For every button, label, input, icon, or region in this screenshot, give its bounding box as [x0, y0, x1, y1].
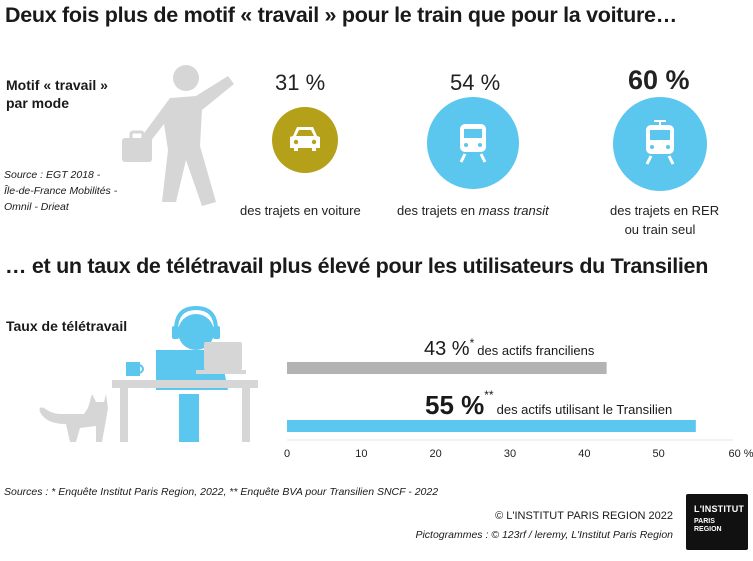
- logo-line3: REGION: [694, 526, 722, 533]
- walking-commuter-icon: [122, 65, 234, 206]
- mode-mass-transit-percent: 54 %: [450, 70, 501, 95]
- motif-label-line2: par mode: [6, 95, 70, 111]
- train-icon: [459, 124, 487, 163]
- mode-mass-transit-desc-em: mass transit: [478, 203, 549, 218]
- x-tick-label: 10: [355, 448, 368, 460]
- remote-worker-icon: [39, 305, 258, 442]
- motif-label: Motif « travail » par mode: [6, 76, 136, 112]
- bar-label-transilien: 55 %**des actifs utilisant le Transilien: [425, 388, 673, 421]
- mode-voiture-percent: 31 %: [275, 70, 326, 95]
- chart-sources: Sources : * Enquête Institut Paris Regio…: [4, 486, 439, 498]
- motif-source-line2: Île-de-France Mobilités -: [4, 185, 118, 197]
- x-tick-label: 60 %: [728, 448, 753, 460]
- mode-mass-transit-desc: des trajets en mass transit: [397, 201, 549, 220]
- mode-voiture-desc: des trajets en voiture: [240, 203, 361, 218]
- teletravail-label: Taux de télétravail: [6, 318, 128, 334]
- bar-category-franciliens: des actifs franciliens: [477, 343, 595, 358]
- bar-label-franciliens: 43 %* des actifs franciliens: [424, 336, 595, 361]
- x-tick-label: 30: [503, 448, 517, 460]
- x-tick-label: 20: [429, 448, 442, 460]
- x-tick-label: 50: [652, 448, 665, 460]
- car-icon: [290, 127, 320, 151]
- bar-transilien: [287, 420, 696, 432]
- bar-category-transilien: des actifs utilisant le Transilien: [496, 402, 673, 417]
- x-tick-label: 0: [283, 448, 291, 460]
- logo-line2: PARIS: [694, 518, 715, 525]
- bar-marker-franciliens: *: [469, 336, 475, 350]
- mode-rer-desc-line1: des trajets en RER: [610, 203, 720, 218]
- motif-source: Source : EGT 2018 - Île-de-France Mobili…: [4, 167, 154, 215]
- bar-value-franciliens: 43 %: [424, 338, 470, 360]
- motif-source-line1: Source : EGT 2018 -: [4, 169, 101, 181]
- train-icon: [645, 120, 675, 165]
- mode-mass-transit-desc-prefix: des trajets en: [397, 203, 479, 218]
- main-title: Deux fois plus de motif « travail » pour…: [5, 3, 677, 27]
- copyright-text: © L'INSTITUT PARIS REGION 2022: [495, 510, 673, 522]
- bar-franciliens: [287, 362, 607, 374]
- x-tick-label: 40: [578, 448, 591, 460]
- institut-logo: L'INSTITUT PARIS REGION: [686, 494, 748, 550]
- second-title: … et un taux de télétravail plus élevé p…: [5, 254, 709, 278]
- motif-label-line1: Motif « travail »: [6, 77, 108, 93]
- mode-rer-desc-line2: ou train seul: [624, 222, 696, 237]
- motif-source-line3: Omnil - Drieat: [4, 201, 69, 213]
- bar-marker-transilien: **: [484, 388, 494, 402]
- bar-value-transilien: 55 %: [425, 390, 485, 420]
- pictogram-credits: Pictogrammes : © 123rf / leremy, L'Insti…: [415, 529, 673, 541]
- mode-rer-desc: des trajets en RER ou train seul: [610, 201, 720, 239]
- mode-rer-percent: 60 %: [628, 65, 690, 95]
- logo-line1: L'INSTITUT: [694, 504, 745, 514]
